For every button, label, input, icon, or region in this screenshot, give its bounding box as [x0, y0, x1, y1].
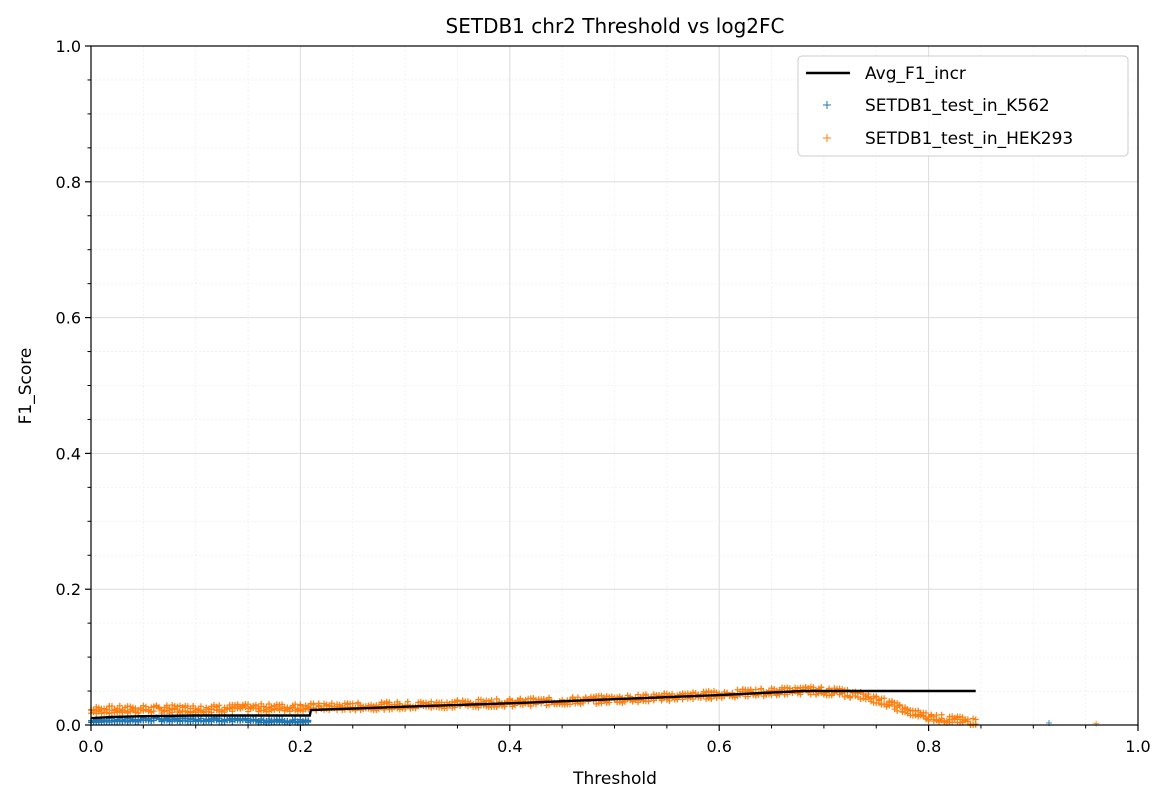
hek293-scatter-point — [265, 708, 272, 715]
hek293-scatter-point — [703, 695, 710, 702]
hek293-scatter-point — [169, 702, 176, 709]
hek293-scatter-point — [752, 686, 759, 693]
hek293-scatter-point — [90, 706, 97, 713]
hek293-scatter-point — [103, 709, 110, 716]
y-tick-label: 0.4 — [56, 444, 81, 463]
hek293-scatter-point — [970, 715, 977, 722]
hek293-scatter-point — [936, 718, 943, 725]
hek293-scatter-point — [650, 691, 657, 698]
x-axis-label: Threshold — [572, 769, 657, 789]
hek293-scatter-point — [428, 698, 435, 705]
hek293-scatter-point — [294, 708, 301, 715]
hek293-scatter-point — [127, 708, 134, 715]
k562-scatter-point — [231, 716, 238, 723]
legend-marker-k562 — [823, 101, 831, 109]
hek293-scatter-point — [404, 698, 411, 705]
y-tick-label: 0.2 — [56, 580, 81, 599]
hek293-scatter-point — [841, 693, 848, 700]
hek293-scatter-point — [603, 693, 610, 700]
plot-area — [88, 683, 1100, 728]
hek293-scatter-point — [174, 703, 181, 710]
hek293-scatter-point — [166, 705, 173, 712]
legend-label-k562: SETDB1_test_in_K562 — [865, 96, 1050, 116]
hek293-scatter-point — [483, 697, 490, 704]
hek293-scatter-point — [286, 708, 293, 715]
hek293-scatter-point — [802, 684, 809, 691]
y-tick-label: 0.0 — [56, 716, 81, 735]
k562-scatter-point — [305, 717, 312, 724]
k562-scatter-point — [148, 718, 155, 725]
hek293-scatter-point — [883, 703, 890, 710]
hek293-scatter-point — [972, 716, 979, 723]
hek293-scatter-point — [938, 711, 945, 718]
hek293-scatter-point — [163, 702, 170, 709]
x-tick-label: 0.2 — [288, 737, 313, 756]
y-tick-label: 0.6 — [56, 309, 81, 328]
hek293-scatter-point — [142, 703, 149, 710]
hek293-scatter-point — [245, 708, 252, 715]
hek293-scatter-point — [881, 695, 888, 702]
hek293-scatter-point — [922, 709, 929, 716]
legend-label-hek293: SETDB1_test_in_HEK293 — [865, 129, 1073, 149]
hek293-scatter-point — [108, 703, 115, 710]
hek293-scatter-point — [543, 702, 550, 709]
hek293-scatter-point — [896, 703, 903, 710]
hek293-scatter-point — [912, 712, 919, 719]
hek293-scatter-point — [546, 694, 553, 701]
hek293-scatter-point — [216, 702, 223, 709]
hek293-scatter-point — [174, 708, 181, 715]
chart-title: SETDB1 chr2 Threshold vs log2FC — [446, 14, 785, 38]
hek293-scatter-point — [593, 700, 600, 707]
hek293-scatter-outlier — [1093, 720, 1100, 727]
hek293-scatter-point — [925, 716, 932, 723]
hek293-scatter-point — [663, 690, 670, 697]
y-axis-label: F1_Score — [16, 348, 36, 425]
hek293-scatter-point — [949, 719, 956, 726]
hek293-scatter-point — [894, 707, 901, 714]
hek293-scatter-point — [857, 695, 864, 702]
hek293-scatter-point — [758, 685, 765, 692]
x-tick-label: 0.8 — [916, 737, 941, 756]
hek293-scatter-point — [703, 689, 710, 696]
hek293-scatter-point — [190, 702, 197, 709]
hek293-scatter-point — [818, 684, 825, 691]
hek293-scatter-point — [454, 697, 461, 704]
legend-label-avg-f1: Avg_F1_incr — [865, 64, 966, 84]
x-tick-label: 1.0 — [1125, 737, 1150, 756]
x-tick-label: 0.0 — [78, 737, 103, 756]
hek293-scatter-point — [268, 703, 275, 710]
legend: Avg_F1_incr SETDB1_test_in_K562 SETDB1_t… — [797, 55, 1129, 157]
legend-box — [797, 55, 1129, 157]
hek293-scatter-point — [190, 708, 197, 715]
hek293-scatter-point — [197, 703, 204, 710]
hek293-scatter-point — [242, 702, 249, 709]
hek293-scatter-point — [218, 707, 225, 714]
x-tick-label: 0.6 — [706, 737, 731, 756]
y-tick-label: 1.0 — [56, 37, 81, 56]
hek293-scatter-point — [875, 696, 882, 703]
avg-f1-line — [90, 689, 976, 720]
hek293-scatter-point — [847, 693, 854, 700]
hek293-scatter-point — [129, 704, 136, 711]
hek293-scatter-point — [279, 704, 286, 711]
hek293-scatter-point — [964, 718, 971, 725]
hek293-scatter-point — [493, 695, 500, 702]
hek293-scatter-point — [747, 686, 754, 693]
x-tick-label: 0.4 — [497, 737, 522, 756]
hek293-scatter-point — [247, 705, 254, 712]
hek293-scatter-point — [705, 688, 712, 695]
hek293-scatter-point — [690, 689, 697, 696]
hek293-scatter-point — [148, 709, 155, 716]
hek293-scatter-point — [423, 699, 430, 706]
hek293-scatter-point — [315, 700, 322, 707]
hek293-scatter-point — [928, 712, 935, 719]
legend-marker-hek293 — [823, 134, 831, 142]
hek293-scatter-point — [289, 704, 296, 711]
hek293-scatter-point — [169, 709, 176, 716]
axes: 0.0 0.2 0.4 0.6 0.8 1.0 0.0 0.2 0.4 0.6 0.8 1.0 — [56, 37, 1151, 756]
y-tick-label: 0.8 — [56, 173, 81, 192]
hek293-scatter-point — [807, 691, 814, 698]
